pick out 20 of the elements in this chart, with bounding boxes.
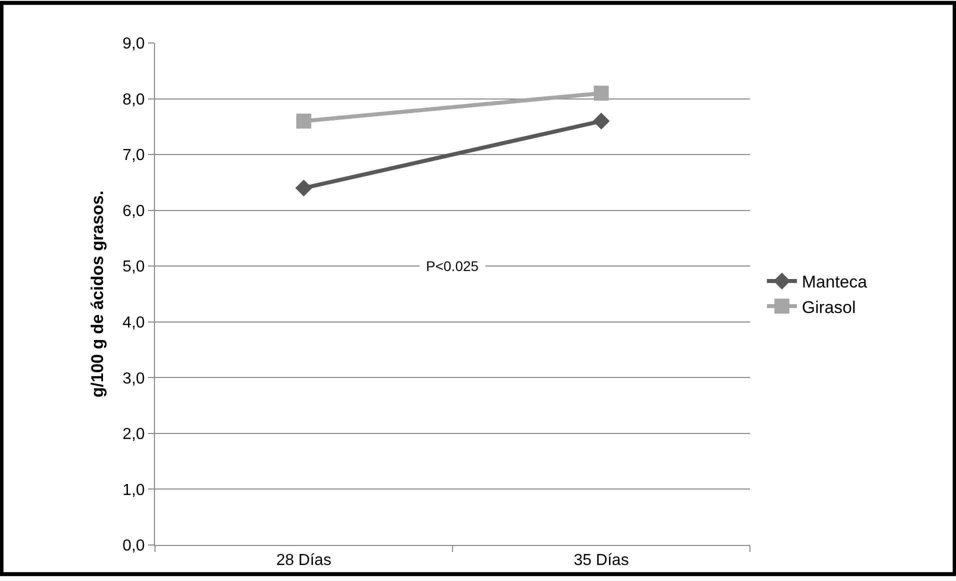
x-tick-label: 28 Días — [276, 552, 332, 570]
y-axis-title: g/100 g de ácidos grasos. — [88, 190, 108, 398]
point — [296, 114, 312, 129]
y-tick-label: 7,0 — [122, 147, 145, 164]
y-tick-label: 1,0 — [122, 482, 145, 499]
y-tick-label: 5,0 — [122, 258, 145, 276]
legend-label: Girasol — [802, 298, 856, 317]
point — [594, 86, 609, 101]
y-tick-label: 8,0 — [122, 91, 145, 108]
y-tick-label: 3,0 — [122, 370, 145, 388]
y-tick-label: 6,0 — [122, 202, 145, 220]
y-tick-label: 4,0 — [122, 314, 145, 332]
y-tick-label: 2,0 — [122, 426, 145, 444]
legend-label: Manteca — [802, 272, 868, 292]
y-tick-label: 9,0 — [122, 36, 145, 53]
point — [592, 112, 610, 130]
annotation: P<0.025 — [426, 258, 479, 274]
y-tick-label: 0,0 — [122, 538, 145, 555]
point — [295, 180, 312, 196]
x-tick-label: 35 Días — [574, 552, 629, 570]
